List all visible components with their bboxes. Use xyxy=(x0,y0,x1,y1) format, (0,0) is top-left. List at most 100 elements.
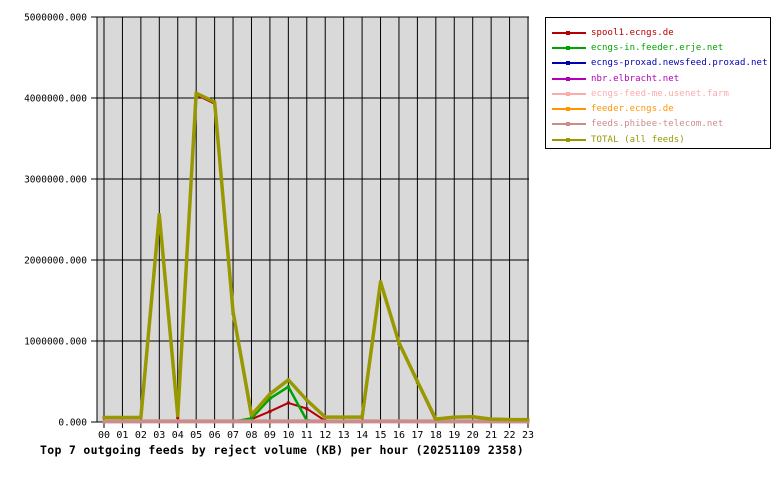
x-tick-label: 06 xyxy=(209,430,221,441)
legend-line-sample xyxy=(552,135,586,145)
series-marker xyxy=(231,310,235,314)
y-tick-label: 3000000.000 xyxy=(24,175,87,186)
x-tick-label: 23 xyxy=(522,430,534,441)
series-marker xyxy=(286,385,290,389)
x-tick-label: 14 xyxy=(356,430,368,441)
x-tick-label: 11 xyxy=(301,430,313,441)
series-marker xyxy=(286,419,290,423)
x-tick-label: 16 xyxy=(393,430,405,441)
legend-label: ecngs-feed-me.usenet.farm xyxy=(591,88,729,99)
legend-line-sample xyxy=(552,58,586,68)
series-marker xyxy=(102,419,106,423)
legend-line-sample xyxy=(552,104,586,114)
series-marker xyxy=(342,415,346,419)
series-marker xyxy=(194,91,198,95)
legend-label: feeder.ecngs.de xyxy=(591,104,674,115)
series-marker xyxy=(249,413,253,417)
series-marker xyxy=(157,213,161,217)
series-line-7 xyxy=(104,91,529,422)
series-marker xyxy=(286,401,290,405)
legend-label: ecngs-proxad.newsfeed.proxad.net xyxy=(591,58,768,69)
series-marker xyxy=(342,419,346,423)
series-marker xyxy=(471,419,475,423)
x-tick-label: 08 xyxy=(245,430,257,441)
x-tick-label: 17 xyxy=(411,430,423,441)
y-tick-label: 1000000.000 xyxy=(24,337,87,348)
y-tick-label: 2000000.000 xyxy=(24,256,87,267)
legend-marker-icon xyxy=(566,137,570,142)
series-marker xyxy=(194,419,198,423)
legend-line-sample xyxy=(552,43,586,53)
series-marker xyxy=(360,419,364,423)
legend-label: TOTAL (all feeds) xyxy=(591,134,685,145)
series-marker xyxy=(139,419,143,423)
legend-item-4: ecngs-feed-me.usenet.farm xyxy=(552,86,770,101)
legend-marker-icon xyxy=(566,107,570,112)
series-marker xyxy=(397,419,401,423)
series-marker xyxy=(489,417,493,421)
series-marker xyxy=(176,414,180,418)
series-marker xyxy=(231,419,235,423)
x-tick-label: 21 xyxy=(485,430,497,441)
series-marker xyxy=(305,398,309,402)
series-marker xyxy=(120,416,124,420)
legend-item-3: nbr.elbracht.net xyxy=(552,71,770,86)
series-marker xyxy=(526,419,530,423)
series-marker xyxy=(471,415,475,419)
legend-marker-icon xyxy=(566,76,570,81)
legend-item-7: TOTAL (all feeds) xyxy=(552,132,770,147)
legend-item-5: feeder.ecngs.de xyxy=(552,101,770,116)
series-marker xyxy=(323,415,327,419)
x-tick-label: 15 xyxy=(375,430,387,441)
series-marker xyxy=(286,378,290,382)
series-marker xyxy=(434,417,438,421)
legend-item-2: ecngs-proxad.newsfeed.proxad.net xyxy=(552,56,770,71)
x-tick-label: 18 xyxy=(430,430,442,441)
series-marker xyxy=(434,419,438,423)
x-tick-label: 03 xyxy=(153,430,165,441)
plot-background xyxy=(97,17,529,422)
x-tick-label: 13 xyxy=(338,430,350,441)
x-tick-label: 19 xyxy=(448,430,460,441)
legend-item-1: ecngs-in.feeder.erje.net xyxy=(552,40,770,55)
series-marker xyxy=(268,392,272,396)
x-tick-label: 10 xyxy=(282,430,294,441)
series-marker xyxy=(102,416,106,420)
legend-label: feeds.phibee-telecom.net xyxy=(591,119,724,130)
legend-label: ecngs-in.feeder.erje.net xyxy=(591,42,724,53)
x-tick-label: 22 xyxy=(504,430,516,441)
legend-line-sample xyxy=(552,119,586,129)
legend-item-6: feeds.phibee-telecom.net xyxy=(552,117,770,132)
x-tick-label: 07 xyxy=(227,430,239,441)
series-marker xyxy=(323,419,327,423)
chart-title: Top 7 outgoing feeds by reject volume (K… xyxy=(40,443,524,457)
series-marker xyxy=(176,419,180,423)
series-marker xyxy=(415,419,419,423)
series-marker xyxy=(268,419,272,423)
series-marker xyxy=(249,419,253,423)
series-marker xyxy=(379,419,383,423)
y-tick-label: 0.000 xyxy=(58,418,87,429)
series-marker xyxy=(489,419,493,423)
x-tick-label: 04 xyxy=(172,430,184,441)
x-tick-label: 12 xyxy=(319,430,331,441)
legend-marker-icon xyxy=(566,122,570,127)
x-tick-label: 00 xyxy=(98,430,110,441)
series-marker xyxy=(139,416,143,420)
legend-line-sample xyxy=(552,28,586,38)
x-tick-label: 09 xyxy=(264,430,276,441)
series-marker xyxy=(526,418,530,422)
x-tick-label: 20 xyxy=(467,430,479,441)
legend-line-sample xyxy=(552,74,586,84)
series-marker xyxy=(415,380,419,383)
y-tick-label: 4000000.000 xyxy=(24,94,87,105)
legend-marker-icon xyxy=(566,91,570,96)
series-marker xyxy=(508,419,512,423)
series-marker xyxy=(157,419,161,423)
series-marker xyxy=(213,419,217,423)
legend-marker-icon xyxy=(566,61,570,66)
series-marker xyxy=(379,280,383,284)
chart-legend: spool1.ecngs.de ecngs-in.feeder.erje.net e… xyxy=(545,17,771,149)
legend-marker-icon xyxy=(566,30,570,35)
